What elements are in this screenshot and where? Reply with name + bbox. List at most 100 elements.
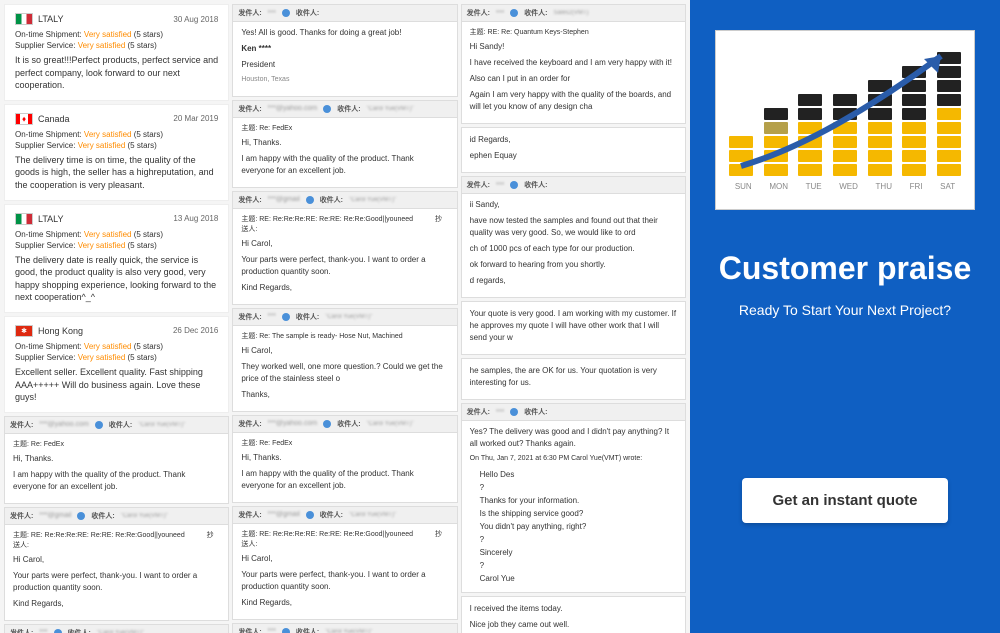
email-header: 发件人:***@gmail收件人:"Carol Yue(VMT)" [233, 192, 456, 209]
mail-icon [323, 420, 331, 428]
chart-bar [868, 46, 892, 176]
mail-icon [510, 9, 518, 17]
mail-icon [306, 196, 314, 204]
column-3: 发件人:***收件人:Sales2(VMT) 主题: RE: Re: Quant… [461, 4, 686, 629]
email-card: 发件人:***收件人: ii Sandy,have now tested the … [461, 176, 686, 298]
shipment-rating: On-time Shipment: Very satisfied (5 star… [15, 342, 218, 351]
email-body: id Regards,ephen Equay [470, 134, 677, 162]
review-country: LTALY [38, 214, 64, 224]
email-card: 发件人:***收件人: Yes! All is good. Thanks for … [232, 4, 457, 97]
email-header: 发件人:***@gmail收件人:"Carol Yue(VMT)" [233, 507, 456, 524]
email-body: Hi Carol,Your parts were perfect, thank-… [13, 554, 220, 610]
review-date: 20 Mar 2019 [173, 114, 218, 123]
chart-day-label: WED [839, 182, 858, 191]
mail-icon [54, 629, 62, 633]
mail-icon [77, 512, 85, 520]
email-card: 发件人:***收件人:"Carol Yue(VMT)"主题: Re: The s… [232, 308, 457, 412]
email-body: Hi Sandy!I have received the keyboard an… [470, 41, 677, 113]
chart-bar [902, 46, 926, 176]
mail-icon [282, 9, 290, 17]
review-date: 30 Aug 2018 [173, 15, 218, 24]
email-header: 发件人:***@yahoo.com收件人:"Carol Yue(VMT)" [233, 101, 456, 118]
column-1: LTALY 30 Aug 2018 On-time Shipment: Very… [4, 4, 229, 629]
review-date: 13 Aug 2018 [173, 214, 218, 223]
email-header: 发件人:***@yahoo.com收件人:"Carol Yue(VMT)" [233, 416, 456, 433]
testimonials-panel: LTALY 30 Aug 2018 On-time Shipment: Very… [0, 0, 690, 633]
service-rating: Supplier Service: Very satisfied (5 star… [15, 41, 218, 50]
email-card: id Regards,ephen Equay [461, 127, 686, 173]
mail-icon [282, 628, 290, 633]
email-body: Hi Carol,Your parts were perfect, thank-… [241, 553, 448, 609]
chart-day-label: SUN [735, 182, 752, 191]
email-header: 发件人:***@gmail收件人:"Carol Yue(VMT)" [5, 508, 228, 525]
email-body: ii Sandy,have now tested the samples and… [470, 199, 677, 287]
panel-title: Customer praise [719, 250, 972, 287]
email-header: 发件人:***收件人: [462, 404, 685, 421]
chart-bar [833, 46, 857, 176]
email-header: 发件人:***@yahoo.com收件人:"Carol Yue(VMT)" [5, 417, 228, 434]
mail-icon [306, 511, 314, 519]
email-body: Hi, Thanks.I am happy with the quality o… [241, 452, 448, 492]
email-body: Yes? The delivery was good and I didn't … [470, 426, 677, 585]
chart-day-label: MON [769, 182, 788, 191]
email-card: he samples, the are OK for us. Your quot… [461, 358, 686, 400]
review-card: ✱ Hong Kong 26 Dec 2016 On-time Shipment… [4, 316, 229, 413]
shipment-rating: On-time Shipment: Very satisfied (5 star… [15, 230, 218, 239]
shipment-rating: On-time Shipment: Very satisfied (5 star… [15, 130, 218, 139]
email-card: I received the items today.Nice job they… [461, 596, 686, 633]
chart-bar [798, 46, 822, 176]
chart-day-label: THU [876, 182, 892, 191]
email-card: 发件人:***@yahoo.com收件人:"Carol Yue(VMT)" 主题… [4, 416, 229, 504]
cta-panel: SUN MON TUE WED THU FRI SAT Customer praise Re… [690, 0, 1000, 633]
chart-bar [937, 46, 961, 176]
email-card: 发件人:***@gmail收件人:"Carol Yue(VMT)"主题: RE:… [4, 507, 229, 621]
service-rating: Supplier Service: Very satisfied (5 star… [15, 141, 218, 150]
service-rating: Supplier Service: Very satisfied (5 star… [15, 241, 218, 250]
email-header: 发件人:***收件人:"Carol Yue(VMT)" [5, 625, 228, 633]
panel-subtitle: Ready To Start Your Next Project? [739, 302, 951, 318]
email-card: 发件人:***@gmail收件人:"Carol Yue(VMT)"主题: RE:… [232, 191, 457, 305]
email-body: he samples, the are OK for us. Your quot… [470, 365, 677, 389]
review-text: Excellent seller. Excellent quality. Fas… [15, 366, 218, 404]
email-header: 发件人:***收件人:"Carol Yue(VMT)" [233, 624, 456, 633]
chart-day-label: FRI [910, 182, 923, 191]
email-card: 发件人:***收件人: Yes? The delivery was good an… [461, 403, 686, 593]
column-2: 发件人:***收件人: Yes! All is good. Thanks for … [232, 4, 457, 629]
email-header: 发件人:***收件人:"Carol Yue(VMT)" [233, 309, 456, 326]
mail-icon [95, 421, 103, 429]
email-body: Hi, Thanks.I am happy with the quality o… [241, 137, 448, 177]
review-text: The delivery time is on time, the qualit… [15, 154, 218, 192]
review-text: The delivery date is really quick, the s… [15, 254, 218, 304]
email-card: 发件人:***@gmail收件人:"Carol Yue(VMT)"主题: RE:… [232, 506, 457, 620]
review-card: LTALY 13 Aug 2018 On-time Shipment: Very… [4, 204, 229, 313]
email-body: Your quote is very good. I am working wi… [470, 308, 677, 344]
email-card: 发件人:***收件人:Sales2(VMT) 主题: RE: Re: Quant… [461, 4, 686, 124]
email-body: Hi Carol,Your parts were perfect, thank-… [241, 238, 448, 294]
email-body: Hi Carol,They worked well, one more ques… [241, 345, 448, 401]
email-card: 发件人:***@yahoo.com收件人:"Carol Yue(VMT)" 主题… [232, 415, 457, 503]
chart-bar [764, 46, 788, 176]
get-quote-button[interactable]: Get an instant quote [742, 478, 947, 523]
shipment-rating: On-time Shipment: Very satisfied (5 star… [15, 30, 218, 39]
review-text: It is so great!!!Perfect products, perfe… [15, 54, 218, 92]
review-country: Hong Kong [38, 326, 83, 336]
email-body: Hi, Thanks.I am happy with the quality o… [13, 453, 220, 493]
growth-chart: SUN MON TUE WED THU FRI SAT [715, 30, 975, 210]
chart-day-label: SAT [940, 182, 955, 191]
email-header: 发件人:***收件人: [233, 5, 456, 22]
email-card: 发件人:***@yahoo.com收件人:"Carol Yue(VMT)" 主题… [232, 100, 457, 188]
mail-icon [323, 105, 331, 113]
mail-icon [510, 181, 518, 189]
email-body: I received the items today.Nice job they… [470, 603, 677, 633]
review-country: Canada [38, 114, 70, 124]
email-header: 发件人:***收件人: [462, 177, 685, 194]
review-country: LTALY [38, 14, 64, 24]
email-header: 发件人:***收件人:Sales2(VMT) [462, 5, 685, 22]
email-body: Yes! All is good. Thanks for doing a gre… [241, 27, 448, 86]
review-card: LTALY 30 Aug 2018 On-time Shipment: Very… [4, 4, 229, 101]
chart-bar [729, 46, 753, 176]
review-card: ♦ Canada 20 Mar 2019 On-time Shipment: V… [4, 104, 229, 201]
chart-day-label: TUE [806, 182, 822, 191]
mail-icon [282, 313, 290, 321]
review-date: 26 Dec 2016 [173, 326, 218, 335]
